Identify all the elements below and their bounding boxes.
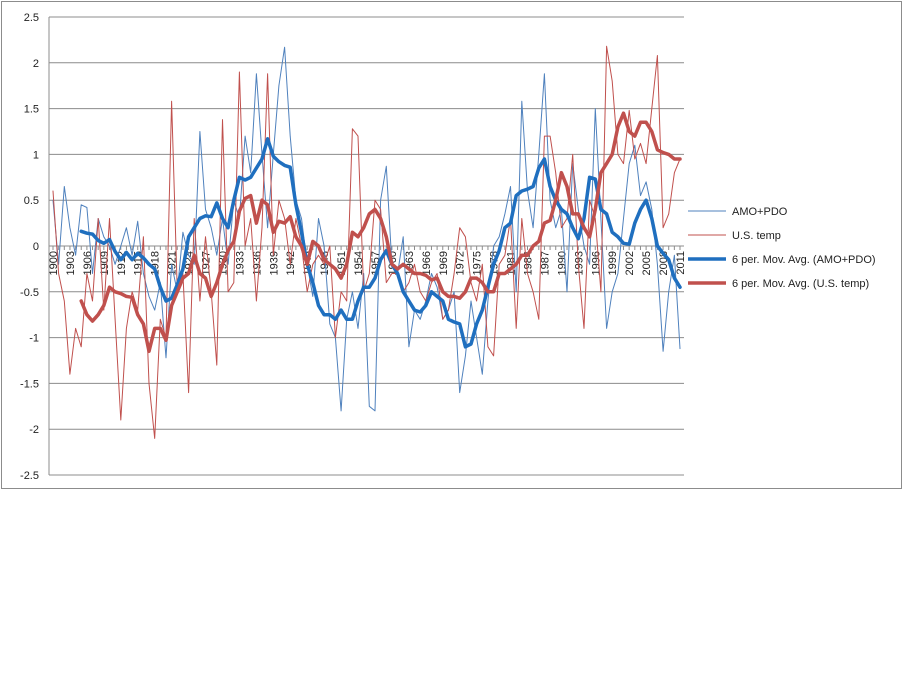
x-tick-label: 1903 (65, 251, 77, 275)
series-line-3 (79, 111, 682, 354)
x-tick-label: 1933 (234, 251, 246, 275)
legend-label-2: 6 per. Mov. Avg. (AMO+PDO) (732, 254, 876, 266)
x-tick-label: 1969 (438, 251, 450, 275)
y-tick-label: 0.5 (24, 195, 39, 207)
x-tick-label: 1999 (607, 251, 619, 275)
y-tick-label: 1 (33, 149, 39, 161)
x-tick-label: 1942 (285, 251, 297, 275)
x-tick-label: 2002 (624, 251, 636, 275)
x-tick-label: 2005 (641, 251, 653, 275)
x-tick-label: 2011 (675, 251, 687, 275)
y-tick-label: 1.5 (24, 104, 39, 116)
x-tick-label: 1972 (455, 251, 467, 275)
x-tick-label: 1975 (472, 251, 484, 275)
x-tick-label: 1939 (268, 251, 280, 275)
legend-label-1: U.S. temp (732, 230, 781, 242)
x-tick-label: 1996 (590, 251, 602, 275)
y-tick-label: -0.5 (20, 287, 39, 299)
x-tick-label: 1921 (167, 251, 179, 275)
legend-label-0: AMO+PDO (732, 206, 788, 218)
chart-frame: 2.5 2 1.5 1 0.5 0 -0.5 -1 -1.5 -2 -2.5 1900 1903 190… (1, 1, 902, 489)
y-tick-label: -2 (29, 424, 39, 436)
x-tick-label: 1909 (99, 251, 111, 275)
y-tick-label: -2.5 (20, 470, 39, 482)
x-tick-label: 1993 (573, 251, 585, 275)
x-tick-label: 1987 (539, 251, 551, 275)
y-tick-label: -1 (29, 333, 39, 345)
legend: AMO+PDO U.S. temp 6 per. Mov. Avg. (AMO+PD… (688, 206, 876, 290)
y-tick-labels: 2.5 2 1.5 1 0.5 0 -0.5 -1 -1.5 -2 -2.5 (20, 12, 39, 482)
x-tick-label: 1990 (556, 251, 568, 275)
series-line-0 (52, 46, 681, 412)
chart: 2.521.510.50-0.5-1-1.5-2-2.5 1900 1903 190… (20, 12, 876, 482)
y-tick-label: 2.5 (24, 12, 39, 24)
y-tick-label: 2 (33, 58, 39, 70)
series-line-2 (79, 137, 682, 349)
series-line-1 (52, 45, 681, 439)
series-layer (52, 45, 682, 439)
y-tick-label: -1.5 (20, 378, 39, 390)
legend-label-3: 6 per. Mov. Avg. (U.S. temp) (732, 278, 869, 290)
y-tick-label: 0 (33, 241, 39, 253)
x-tick-label: 1966 (421, 251, 433, 275)
